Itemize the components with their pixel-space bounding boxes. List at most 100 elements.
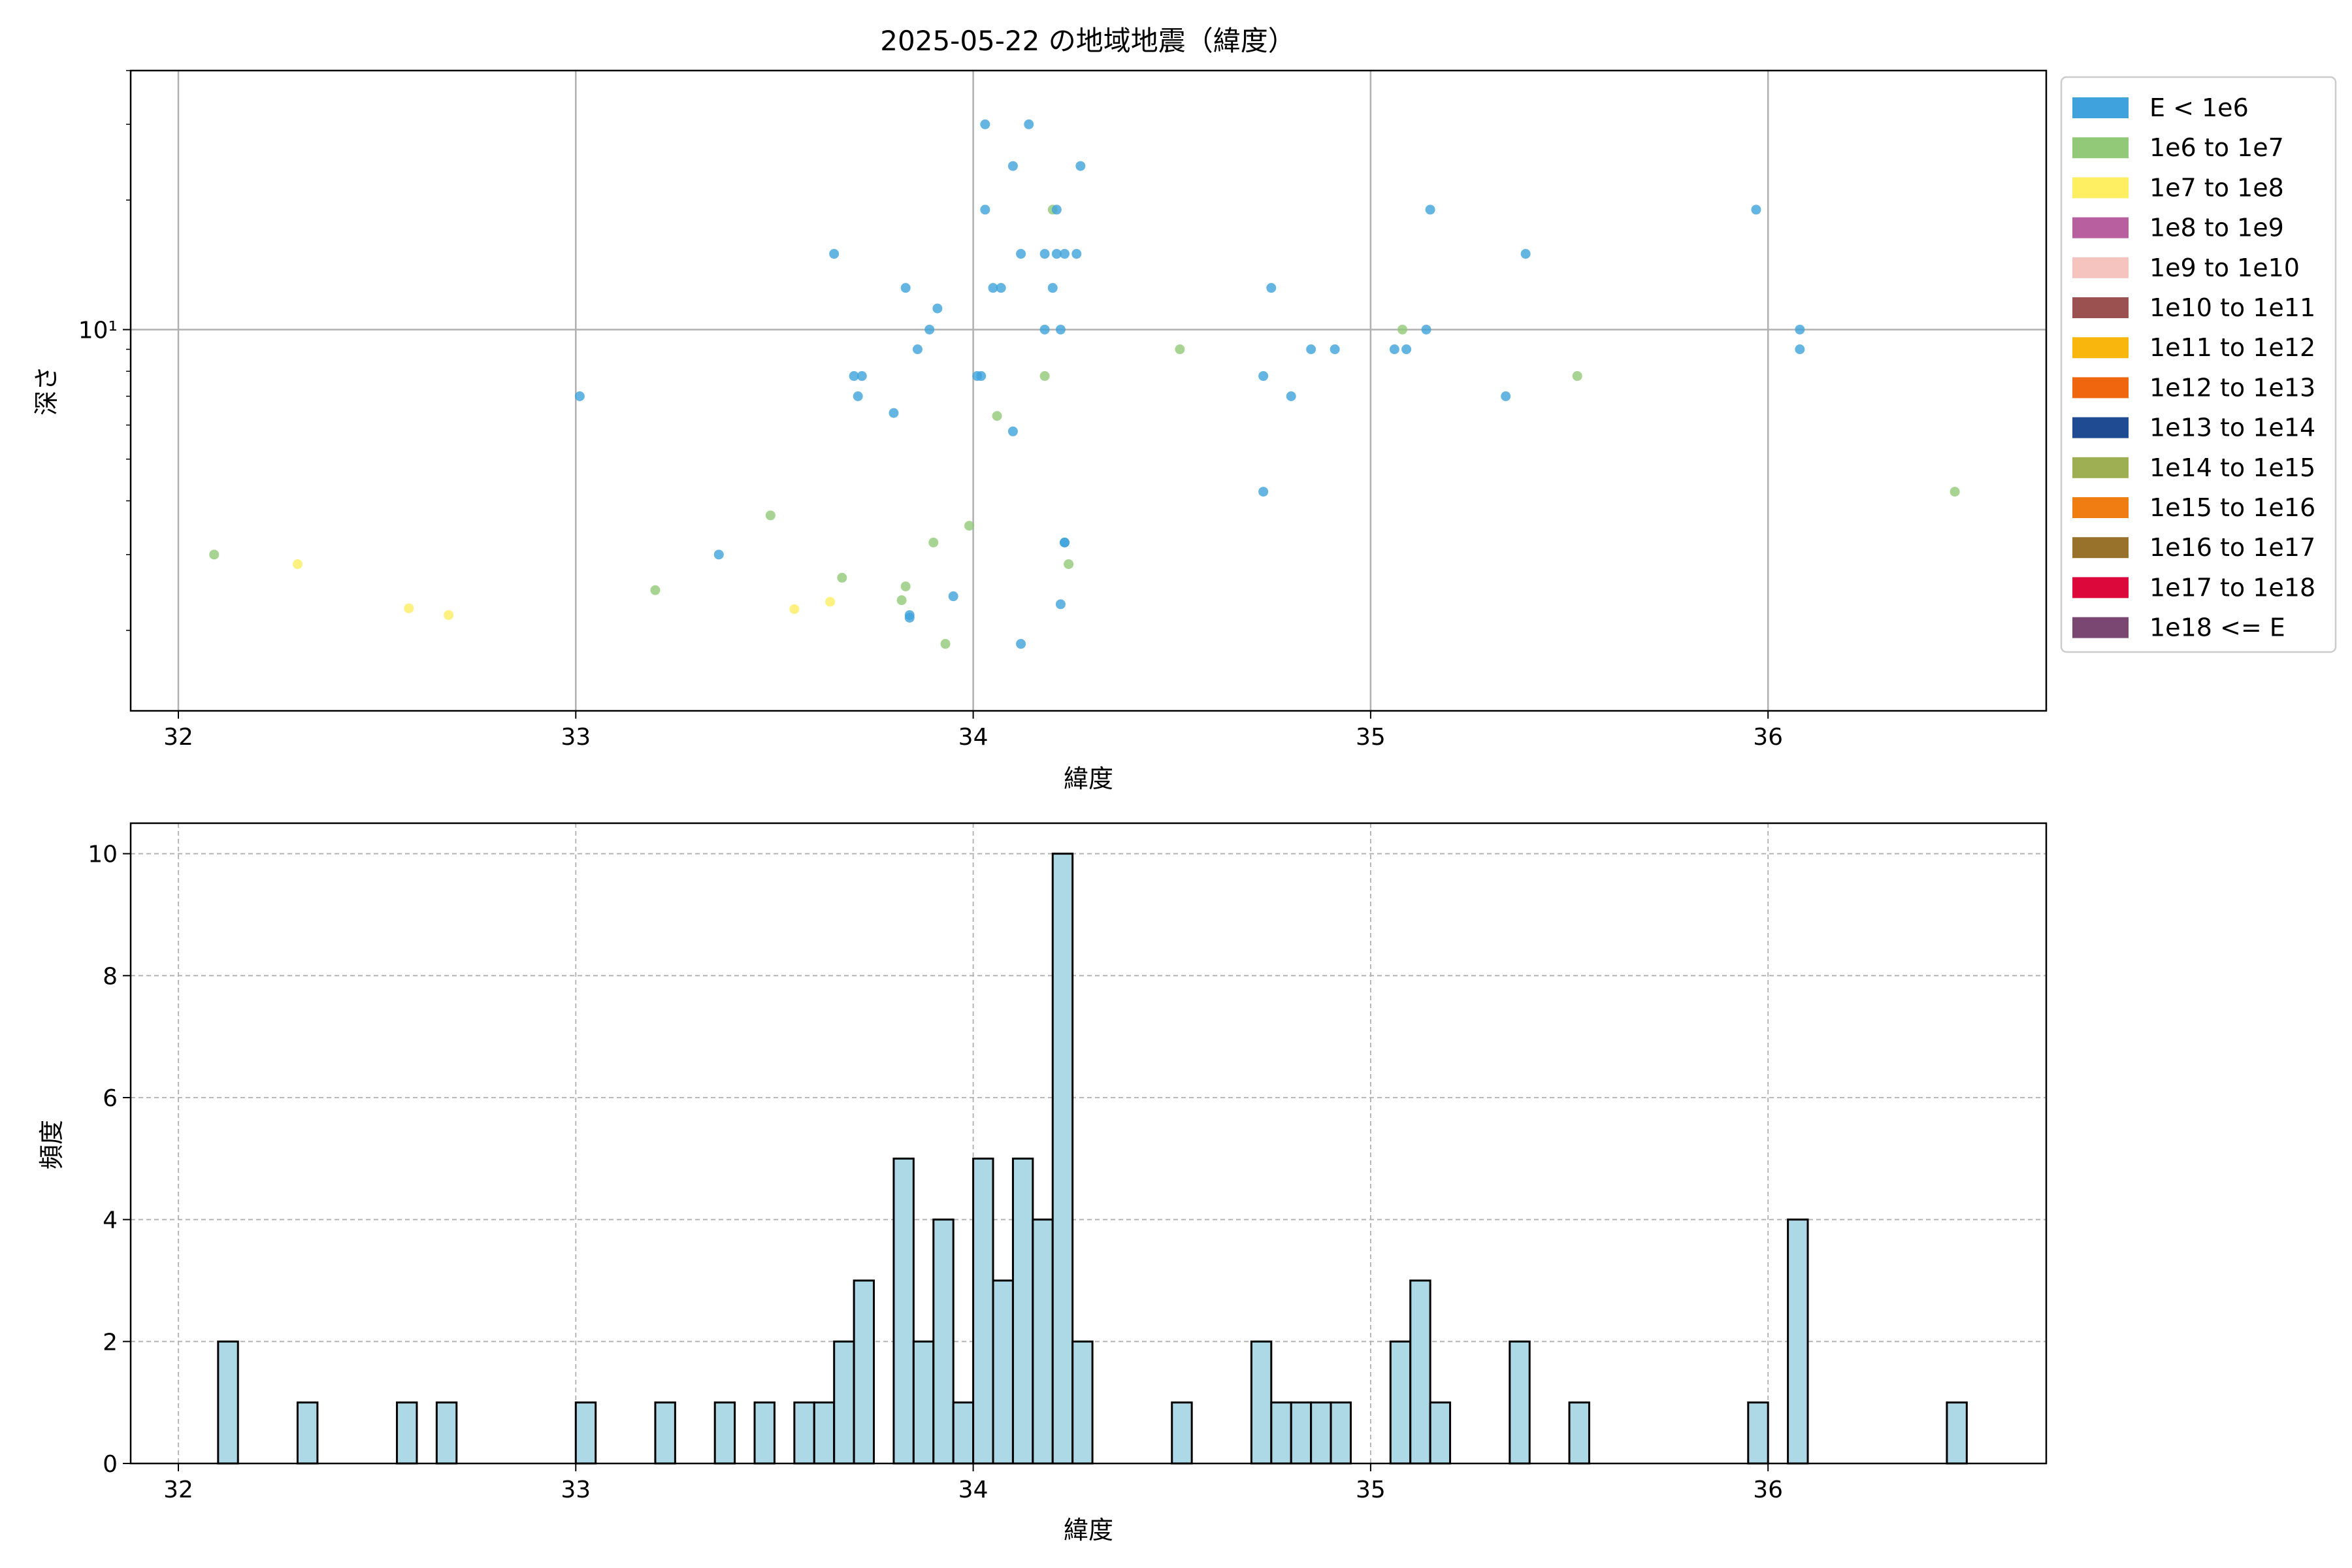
- scatter-point: [1397, 324, 1408, 335]
- scatter-point: [1055, 599, 1066, 610]
- scatter-point: [765, 510, 776, 521]
- histogram-bar: [1330, 1401, 1352, 1465]
- scatter-point: [849, 371, 859, 382]
- legend-swatch: [2072, 137, 2129, 159]
- scatter-title: 2025-05-22 の地域地震（緯度）: [880, 25, 1295, 57]
- scatter-point: [650, 585, 661, 595]
- histogram-y-axis-label: 頻度: [37, 1120, 66, 1169]
- histogram-bar: [753, 1401, 776, 1465]
- histogram-bar: [1389, 1340, 1412, 1465]
- histogram-x-axis-label: 緯度: [1064, 1516, 1113, 1544]
- scatter-point: [1047, 283, 1058, 293]
- histogram-plot-frame: [129, 822, 2048, 1465]
- histogram-bar: [396, 1401, 418, 1465]
- histogram-bar: [713, 1401, 736, 1465]
- scatter-legend: E < 1e6 1e6 to 1e7 1e7 to 1e8 1e8 to 1e9 1e9…: [2060, 76, 2337, 653]
- histogram-bar: [1071, 1340, 1094, 1465]
- scatter-point: [1064, 559, 1074, 569]
- histogram-bar: [1032, 1218, 1054, 1465]
- scatter-point: [1286, 391, 1296, 401]
- histogram-bar: [1171, 1401, 1193, 1465]
- legend-swatch: [2072, 497, 2129, 518]
- histogram-bar: [892, 1157, 915, 1465]
- histogram-bar: [217, 1340, 239, 1465]
- histogram-x-tick-label: 35: [1356, 1477, 1386, 1503]
- histogram-y-tick-label: 0: [103, 1451, 118, 1478]
- scatter-point: [444, 610, 454, 620]
- histogram-bar: [1787, 1218, 1809, 1465]
- scatter-point: [1007, 426, 1018, 436]
- histogram-x-tick-label: 36: [1753, 1477, 1783, 1503]
- scatter-point: [904, 612, 915, 623]
- scatter-point: [948, 591, 958, 602]
- histogram-bar: [296, 1401, 319, 1465]
- histogram-panel: 32 33 34 35 36 0 2 4 6 8 10 緯度 頻度: [37, 822, 2048, 1544]
- legend-label: 1e9 to 1e10: [2149, 253, 2300, 282]
- scatter-point: [1175, 344, 1185, 355]
- scatter-point: [996, 283, 1006, 293]
- legend-label: 1e10 to 1e11: [2149, 293, 2315, 322]
- scatter-grid: [131, 71, 2046, 711]
- histogram-bar: [1310, 1401, 1332, 1465]
- scatter-x-tick-label: 33: [561, 724, 591, 751]
- histogram-bar: [1747, 1401, 1769, 1465]
- scatter-y-axis-label: 深さ: [32, 366, 61, 416]
- scatter-point: [857, 371, 867, 382]
- scatter-point: [1055, 324, 1066, 335]
- scatter-point: [1060, 249, 1070, 259]
- scatter-point: [1060, 537, 1070, 547]
- histogram-x-tick-label: 33: [561, 1477, 591, 1503]
- scatter-point: [1950, 487, 1960, 497]
- histogram-x-tick-label: 34: [958, 1477, 988, 1503]
- histogram-bar: [793, 1401, 815, 1465]
- scatter-point: [928, 537, 939, 547]
- scatter-x-axis-ticks: 32 33 34 35 36: [163, 711, 1783, 751]
- legend-frame: [2060, 76, 2337, 653]
- scatter-point: [853, 391, 863, 401]
- histogram-x-axis-ticks: 32 33 34 35 36: [163, 1463, 1783, 1503]
- scatter-x-axis-label: 緯度: [1064, 764, 1113, 793]
- scatter-point: [1016, 249, 1026, 259]
- histogram-bar: [574, 1401, 597, 1465]
- scatter-point: [1795, 344, 1805, 355]
- scatter-point: [924, 324, 935, 335]
- legend-swatch: [2072, 217, 2129, 238]
- scatter-point: [574, 391, 585, 401]
- legend-label: 1e13 to 1e14: [2149, 414, 2315, 442]
- legend-label: 1e14 to 1e15: [2149, 453, 2315, 482]
- histogram-bar: [813, 1401, 836, 1465]
- scatter-point: [1051, 249, 1062, 259]
- scatter-point: [992, 411, 1002, 421]
- scatter-point: [1421, 324, 1431, 335]
- histogram-bar: [853, 1279, 875, 1465]
- histogram-bar: [833, 1340, 855, 1465]
- scatter-point: [980, 204, 990, 215]
- scatter-point: [1071, 249, 1082, 259]
- scatter-point: [1330, 344, 1340, 355]
- scatter-panel: 2025-05-22 の地域地震（緯度） 32 33 34 35 36 10¹ 緯度 深…: [32, 25, 2337, 793]
- scatter-y-tick-label: 10¹: [78, 317, 118, 344]
- histogram-bar: [1509, 1340, 1531, 1465]
- scatter-point: [1401, 344, 1412, 355]
- scatter-point: [1795, 324, 1805, 335]
- scatter-point: [1425, 204, 1435, 215]
- legend-swatch: [2072, 577, 2129, 598]
- legend-label: 1e17 to 1e18: [2149, 573, 2315, 602]
- legend-swatch: [2072, 177, 2129, 199]
- legend-label: 1e6 to 1e7: [2149, 133, 2284, 162]
- histogram-bar: [1946, 1401, 1968, 1465]
- scatter-point: [292, 559, 302, 569]
- scatter-point: [1258, 371, 1269, 382]
- legend-label: 1e15 to 1e16: [2149, 493, 2315, 522]
- scatter-point: [940, 639, 951, 649]
- histogram-bar: [1250, 1340, 1273, 1465]
- scatter-point: [789, 604, 800, 614]
- legend-swatch: [2072, 337, 2129, 359]
- scatter-point: [1007, 161, 1018, 171]
- scatter-point: [1258, 487, 1269, 497]
- legend-swatch: [2072, 297, 2129, 318]
- legend-swatch: [2072, 457, 2129, 478]
- histogram-bar: [932, 1218, 955, 1465]
- scatter-point: [1306, 344, 1316, 355]
